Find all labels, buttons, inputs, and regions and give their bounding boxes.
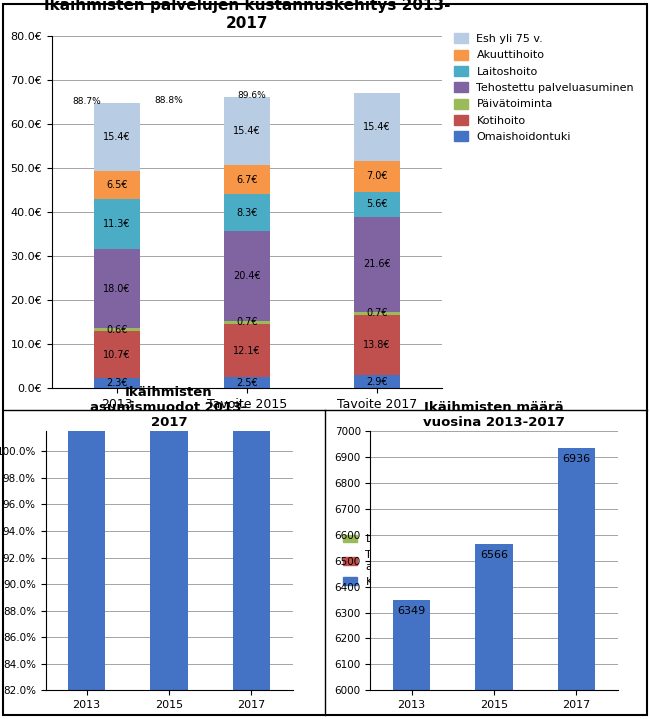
Text: 20.4€: 20.4€ <box>233 271 261 281</box>
Bar <box>558 448 595 719</box>
Text: 6936: 6936 <box>562 454 590 464</box>
Bar <box>224 321 270 324</box>
Bar <box>150 0 188 690</box>
Bar <box>354 375 400 388</box>
Bar <box>354 93 400 161</box>
Bar <box>94 331 140 378</box>
Bar <box>224 231 270 321</box>
Text: 8.3€: 8.3€ <box>237 208 257 218</box>
Bar <box>94 170 140 199</box>
Text: 2.9€: 2.9€ <box>366 377 388 387</box>
Bar <box>68 0 105 690</box>
Text: 10.7€: 10.7€ <box>103 349 131 360</box>
Text: 89.6%: 89.6% <box>237 91 266 100</box>
Bar <box>354 192 400 216</box>
Bar <box>224 165 270 195</box>
Legend: Esh yli 75 v., Akuuttihoito, Laitoshoito, Tehostettu palveluasuminen, Päivätoimi: Esh yli 75 v., Akuuttihoito, Laitoshoito… <box>450 29 638 147</box>
Bar <box>354 161 400 192</box>
Title: Ikäihmisten määrä
vuosina 2013-2017: Ikäihmisten määrä vuosina 2013-2017 <box>423 401 565 429</box>
Bar <box>354 216 400 311</box>
Bar <box>233 0 270 690</box>
Text: 2.3€: 2.3€ <box>106 378 128 388</box>
Legend: Laitos, Tehostettu
asuminen, Koti: Laitos, Tehostettu asuminen, Koti <box>339 530 428 592</box>
Text: 88.8%: 88.8% <box>155 96 183 106</box>
Text: 7.0€: 7.0€ <box>366 171 388 181</box>
Text: 6.5€: 6.5€ <box>106 180 128 190</box>
Text: 6349: 6349 <box>398 606 426 616</box>
Text: 6.7€: 6.7€ <box>236 175 258 185</box>
Bar <box>94 103 140 170</box>
Bar <box>94 249 140 329</box>
Text: 13.8€: 13.8€ <box>363 340 391 350</box>
Text: 0.7€: 0.7€ <box>236 317 258 327</box>
Text: 15.4€: 15.4€ <box>103 132 131 142</box>
Bar <box>224 324 270 377</box>
Text: 18.0€: 18.0€ <box>103 284 131 294</box>
Title: Ikäihmisten
asumismuodot 2013-
2017: Ikäihmisten asumismuodot 2013- 2017 <box>90 386 248 429</box>
Bar <box>354 311 400 315</box>
Bar <box>94 199 140 249</box>
Text: 0.7€: 0.7€ <box>366 308 388 319</box>
Text: 15.4€: 15.4€ <box>233 126 261 136</box>
Bar <box>354 315 400 375</box>
Text: 88.7%: 88.7% <box>72 97 101 106</box>
Bar <box>94 378 140 388</box>
Bar <box>224 377 270 388</box>
Bar <box>224 97 270 165</box>
Bar <box>224 195 270 231</box>
Text: 5.6€: 5.6€ <box>366 199 388 209</box>
Bar <box>393 600 430 719</box>
Text: 12.1€: 12.1€ <box>233 346 261 356</box>
Bar <box>94 329 140 331</box>
Text: 15.4€: 15.4€ <box>363 122 391 132</box>
Text: 6566: 6566 <box>480 550 508 560</box>
Title: Ikäihmisten palvelujen kustannuskehitys 2013-
2017: Ikäihmisten palvelujen kustannuskehitys … <box>44 0 450 31</box>
Text: 21.6€: 21.6€ <box>363 259 391 269</box>
Text: 11.3€: 11.3€ <box>103 219 131 229</box>
Text: 0.6€: 0.6€ <box>107 325 127 334</box>
Text: 2.5€: 2.5€ <box>236 377 258 388</box>
Bar <box>475 544 512 719</box>
